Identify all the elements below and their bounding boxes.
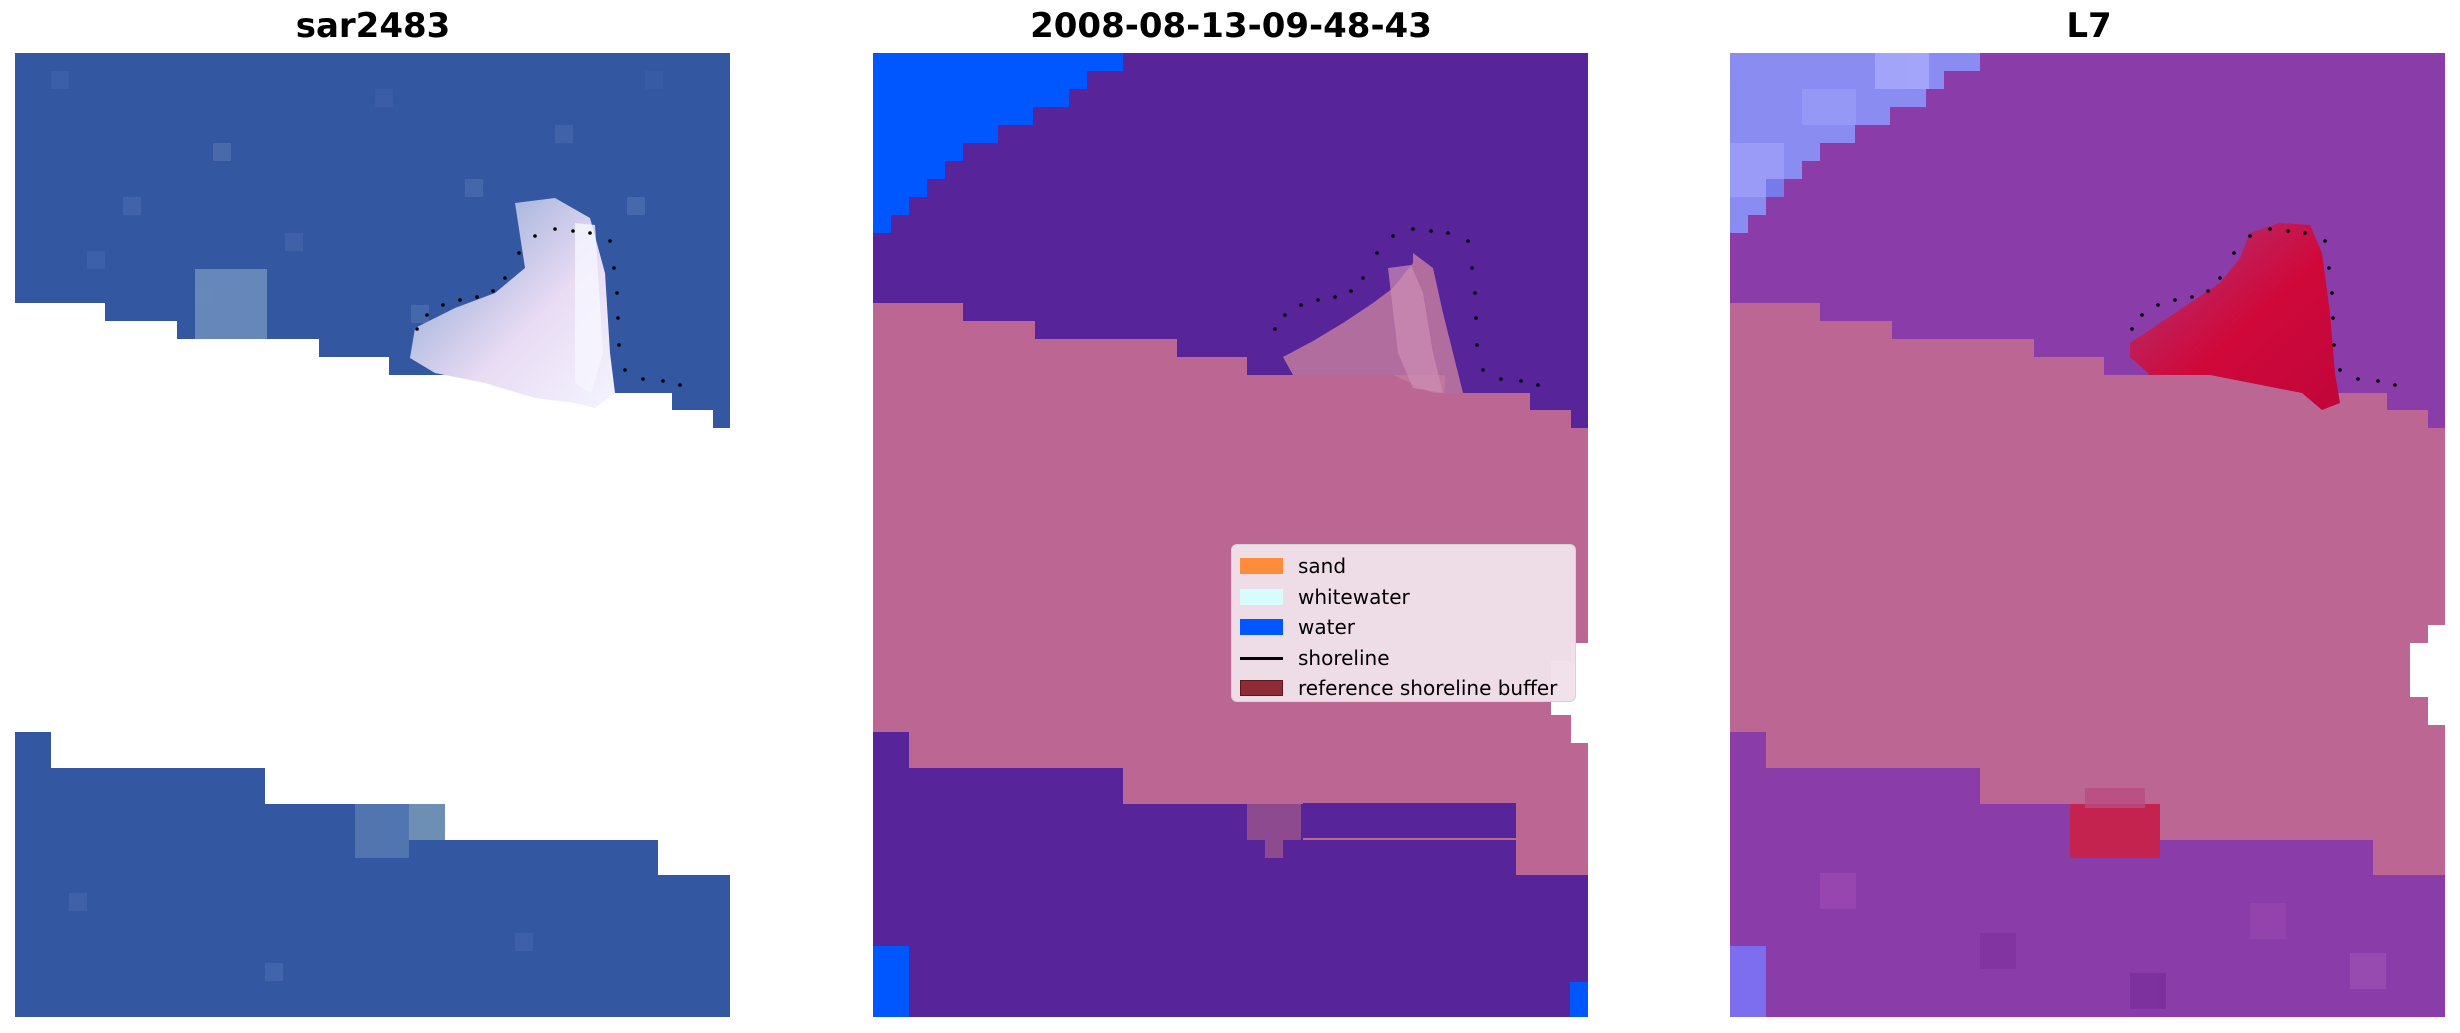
index-sand-blob-top bbox=[2085, 788, 2145, 808]
rgb-sand-patch-left bbox=[195, 269, 267, 339]
legend-swatch-water bbox=[1240, 619, 1283, 636]
rgb-spit-highlight bbox=[575, 223, 603, 393]
panel-index-image bbox=[1730, 53, 2445, 1017]
rgb-lower-texture bbox=[69, 804, 533, 981]
panel-rgb-image bbox=[15, 53, 730, 1017]
rgb-water-upper bbox=[15, 53, 730, 428]
class-buffer-blob bbox=[1247, 804, 1301, 840]
class-water-lower bbox=[873, 732, 1588, 1017]
legend-item-water: water bbox=[1240, 612, 1567, 643]
legend-label-sand: sand bbox=[1298, 554, 1347, 579]
rgb-water-lower bbox=[15, 732, 730, 1017]
index-lower-texture bbox=[1820, 873, 2386, 1009]
class-spit-core bbox=[1388, 265, 1443, 393]
index-sand-blob-bottom bbox=[2070, 804, 2160, 858]
legend-swatch-whitewater bbox=[1240, 588, 1283, 605]
index-image-canvas bbox=[1730, 53, 2445, 1017]
panel-title-index: L7 bbox=[2066, 6, 2112, 46]
index-buffer-band bbox=[1730, 303, 2445, 875]
index-blue-bottom-left bbox=[1730, 946, 1766, 1017]
classification-canvas bbox=[873, 53, 1588, 1017]
legend-item-shoreline: shoreline bbox=[1240, 643, 1567, 674]
legend-item-sand: sand bbox=[1240, 551, 1567, 582]
class-deep-water-bottom-right bbox=[1570, 982, 1588, 1017]
legend-item-buffer: reference shoreline buffer bbox=[1240, 673, 1567, 704]
panel-classification bbox=[873, 53, 1588, 1017]
index-sand-spit bbox=[2130, 223, 2340, 410]
rgb-sand-spit bbox=[410, 198, 615, 408]
index-nodata-right bbox=[2428, 625, 2445, 725]
class-shoreline bbox=[1273, 227, 1540, 387]
rgb-image-canvas bbox=[15, 53, 730, 1017]
index-nodata-right-inner bbox=[2410, 643, 2428, 697]
legend-label-whitewater: whitewater bbox=[1298, 584, 1410, 609]
legend-item-whitewater: whitewater bbox=[1240, 582, 1567, 613]
legend-label-water: water bbox=[1298, 615, 1355, 640]
legend: sand whitewater water shoreline referenc… bbox=[1231, 544, 1576, 702]
legend-swatch-buffer bbox=[1240, 680, 1283, 697]
class-buffer-blob-tail bbox=[1265, 840, 1283, 858]
index-blue-top-left bbox=[1730, 53, 1980, 233]
rgb-shoreline bbox=[415, 227, 682, 387]
class-deep-water-bottom-left bbox=[873, 946, 909, 1017]
legend-line-shoreline bbox=[1240, 650, 1283, 666]
index-blue-texture bbox=[1730, 53, 1929, 197]
panel-title-classification: 2008-08-13-09-48-43 bbox=[1030, 6, 1432, 46]
legend-label-buffer: reference shoreline buffer bbox=[1298, 676, 1558, 701]
index-shoreline bbox=[2130, 227, 2397, 387]
legend-label-shoreline: shoreline bbox=[1298, 645, 1390, 670]
legend-swatch-sand bbox=[1240, 558, 1283, 575]
panel-title-rgb: sar2483 bbox=[295, 6, 451, 46]
